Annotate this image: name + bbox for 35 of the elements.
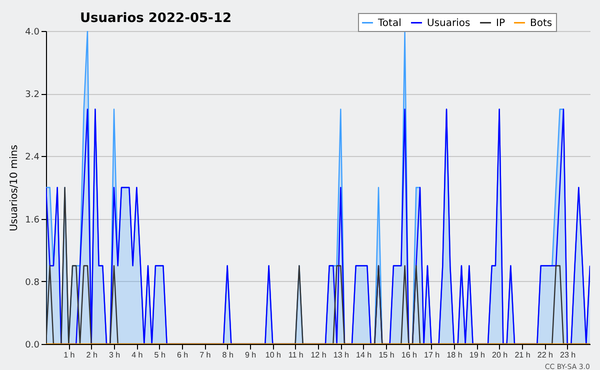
x-tick-label: 6 h bbox=[176, 350, 188, 360]
x-tick-label: 9 h bbox=[244, 350, 256, 360]
legend-label: Total bbox=[377, 18, 402, 29]
x-tick-label: 17 h bbox=[424, 350, 440, 360]
x-tick-label: 10 h bbox=[265, 350, 281, 360]
legend-label: IP bbox=[496, 18, 505, 29]
x-tick-label: 18 h bbox=[446, 350, 462, 360]
x-tick-label: 11 h bbox=[288, 350, 304, 360]
y-tick-label: 4.0 bbox=[25, 28, 40, 38]
x-tick-label: 3 h bbox=[108, 350, 120, 360]
y-tick-label: 1.6 bbox=[25, 215, 40, 226]
x-tick-label: 22 h bbox=[537, 350, 553, 360]
legend-label: Usuarios bbox=[427, 18, 470, 29]
y-tick-label: 3.2 bbox=[25, 90, 40, 100]
y-axis-title: Usuarios/10 mins bbox=[9, 144, 20, 232]
x-tick-label: 1 h bbox=[64, 350, 75, 360]
x-tick-label: 23 h bbox=[560, 350, 576, 360]
x-tick-label: 16 h bbox=[401, 350, 417, 360]
legend-label: Bots bbox=[530, 18, 552, 29]
x-tick-label: 19 h bbox=[469, 350, 485, 360]
x-tick-label: 21 h bbox=[514, 350, 530, 360]
x-tick-label: 5 h bbox=[154, 350, 166, 360]
x-tick-label: 14 h bbox=[356, 350, 372, 360]
x-tick-label: 8 h bbox=[222, 350, 234, 360]
x-tick-label: 15 h bbox=[378, 350, 394, 360]
y-tick-label: 0.0 bbox=[25, 340, 40, 350]
y-tick-label: 2.4 bbox=[25, 152, 40, 163]
x-tick-label: 20 h bbox=[492, 350, 508, 360]
x-tick-label: 13 h bbox=[333, 350, 349, 360]
x-tick-label: 2 h bbox=[86, 350, 98, 360]
chart-title: Usuarios 2022-05-12 bbox=[80, 11, 232, 26]
x-tick-label: 4 h bbox=[132, 350, 143, 360]
x-tick-label: 7 h bbox=[200, 350, 211, 360]
x-tick-label: 12 h bbox=[310, 350, 326, 360]
y-tick-label: 0.8 bbox=[25, 278, 40, 288]
